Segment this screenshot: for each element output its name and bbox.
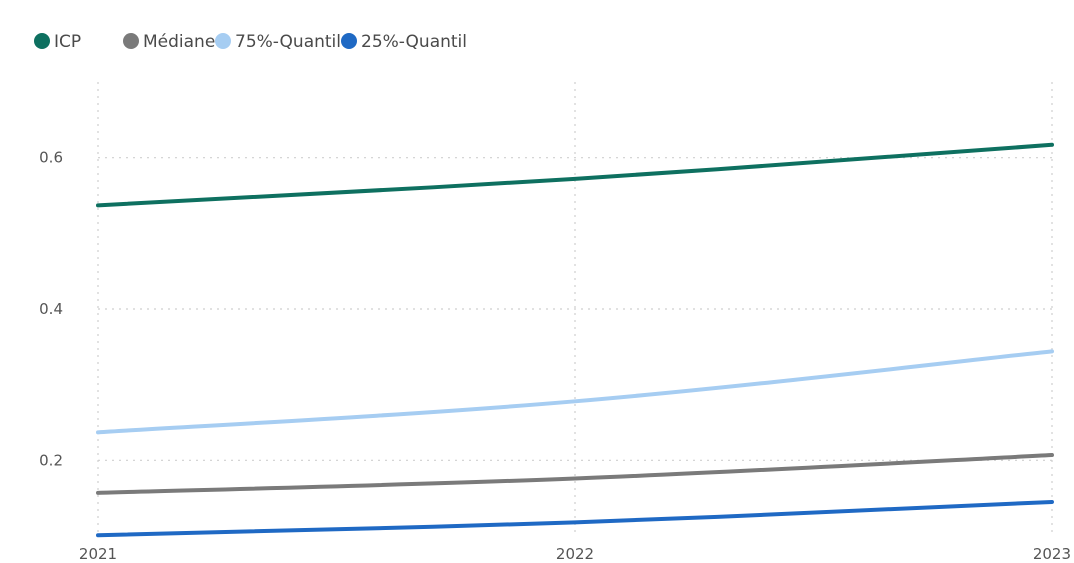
legend-item-icp[interactable]: ICP [34,32,81,52]
legend-label: 25%-Quantil [361,32,467,52]
y-axis: 0.2 0.4 0.6 [39,149,63,470]
legend-marker [34,33,50,49]
data-point-25-quantil-2022 [573,520,577,524]
data-point-m-diane-2021 [96,491,100,495]
series-group [96,142,1054,538]
data-point-75-quantil-2021 [96,430,100,434]
data-point-m-diane-2022 [573,476,577,480]
x-tick-label: 2022 [556,545,594,563]
x-tick-label: 2021 [79,545,117,563]
legend-marker [123,33,139,49]
data-point-m-diane-2023 [1050,453,1054,457]
legend-item-75-quantil[interactable]: 75%-Quantil [215,32,341,52]
legend-item-m-diane[interactable]: Médiane [123,32,215,52]
grid [97,82,1053,536]
data-point-25-quantil-2021 [96,533,100,537]
data-point-icp-2022 [573,177,577,181]
data-point-75-quantil-2022 [573,399,577,403]
legend-label: ICP [54,32,81,52]
legend-label: 75%-Quantil [235,32,341,52]
legend-label: Médiane [143,32,215,52]
legend-marker [341,33,357,49]
x-tick-label: 2023 [1033,545,1071,563]
data-point-icp-2021 [96,203,100,207]
x-axis: 2021 2022 2023 [79,545,1071,563]
data-point-25-quantil-2023 [1050,500,1054,504]
y-tick-label: 0.2 [39,451,63,469]
legend: ICP Médiane 75%-Quantil 25%-Quantil [34,32,467,52]
y-tick-label: 0.6 [39,149,63,167]
data-point-75-quantil-2023 [1050,349,1054,353]
y-tick-label: 0.4 [39,300,63,318]
data-point-icp-2023 [1050,143,1054,147]
legend-item-25-quantil[interactable]: 25%-Quantil [341,32,467,52]
legend-marker [215,33,231,49]
